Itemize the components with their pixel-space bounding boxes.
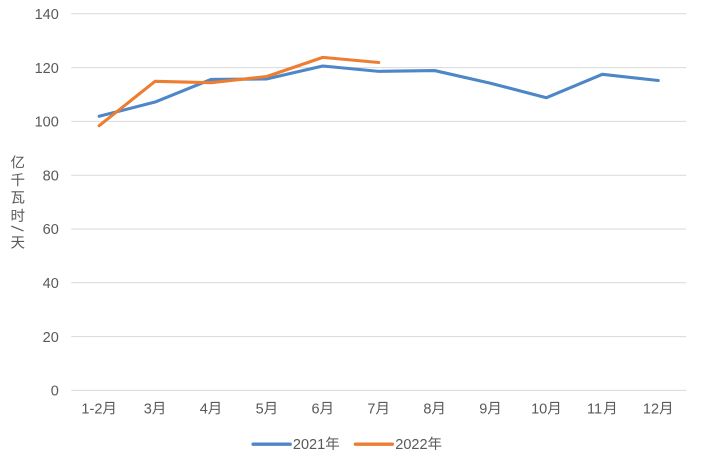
svg-text:1-2: 1-2 — [81, 401, 102, 417]
svg-text:140: 140 — [35, 7, 59, 23]
svg-text:20: 20 — [43, 330, 59, 346]
svg-text:80: 80 — [43, 168, 59, 184]
svg-text:4: 4 — [200, 401, 208, 417]
svg-text:60: 60 — [43, 222, 59, 238]
svg-text:3: 3 — [144, 401, 152, 417]
svg-text:12: 12 — [643, 401, 659, 417]
svg-text:40: 40 — [43, 276, 59, 292]
svg-text:100: 100 — [35, 115, 59, 131]
svg-text:7: 7 — [367, 401, 375, 417]
svg-text:6: 6 — [312, 401, 320, 417]
svg-text:9: 9 — [479, 401, 487, 417]
svg-text:120: 120 — [35, 61, 59, 77]
svg-text:8: 8 — [423, 401, 431, 417]
svg-text:11: 11 — [587, 401, 602, 417]
svg-text:2022: 2022 — [395, 437, 427, 453]
svg-text:5: 5 — [256, 401, 264, 417]
svg-text:2021: 2021 — [293, 437, 325, 453]
svg-text:10: 10 — [531, 401, 547, 417]
svg-text:0: 0 — [51, 384, 59, 400]
